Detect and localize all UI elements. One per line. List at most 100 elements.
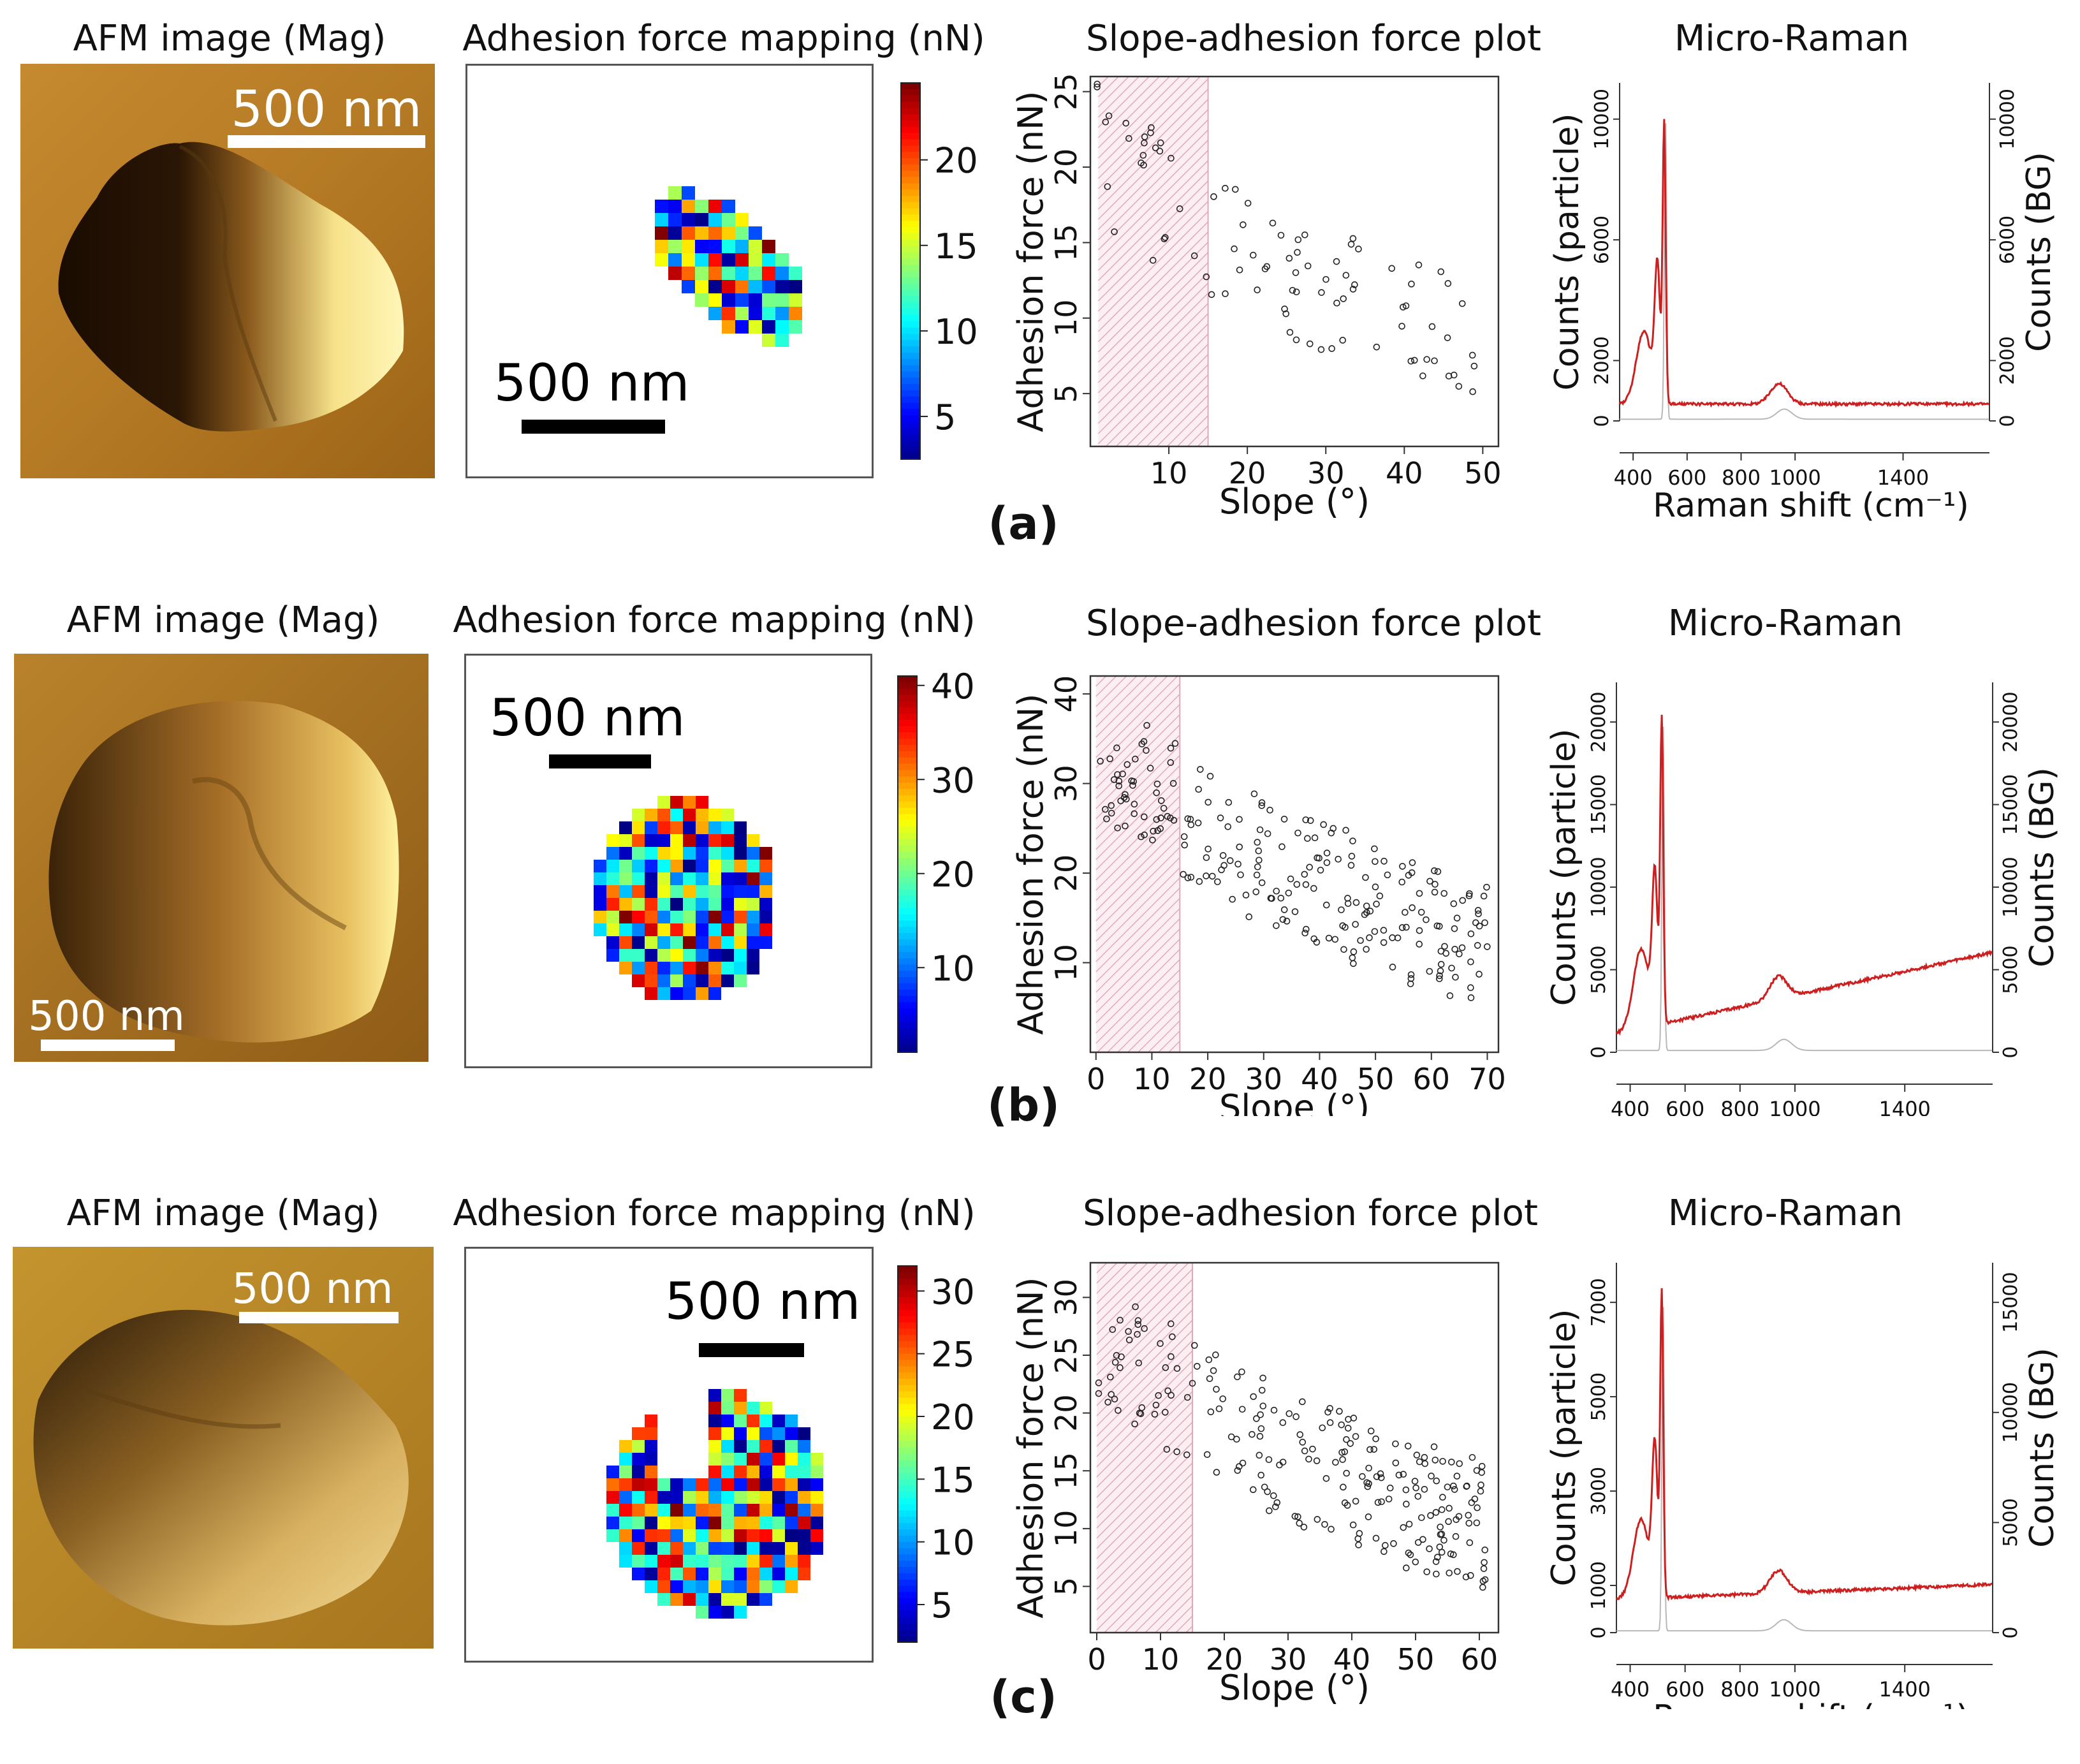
- scatter-point: [1291, 1513, 1299, 1520]
- y-tick-label-left: 0: [1588, 1046, 1610, 1058]
- scatter-point: [1438, 1506, 1446, 1513]
- scatter-point: [1465, 1511, 1472, 1519]
- colorbar-segment: [898, 1027, 917, 1034]
- scatter-point: [1467, 994, 1475, 1001]
- heatmap-cell: [645, 1568, 657, 1580]
- scatter-point: [1196, 878, 1203, 885]
- heatmap-cell: [645, 847, 657, 860]
- hatch-line: [1125, 364, 1209, 447]
- y-tick-label-right: 2000: [1996, 336, 2019, 385]
- heatmap-cell: [747, 885, 759, 898]
- heatmap-cell: [721, 936, 734, 949]
- scatter-point: [1404, 1443, 1412, 1450]
- colorbar-tick-label: 5: [934, 397, 956, 437]
- colorbar-segment: [901, 265, 920, 272]
- heatmap-cell: [785, 1542, 798, 1555]
- colorbar-segment: [901, 108, 920, 115]
- scatter-point: [1372, 858, 1379, 865]
- heatmap-cell: [670, 885, 683, 898]
- heatmap-cell: [734, 1491, 747, 1504]
- scatter-point: [1453, 1473, 1461, 1480]
- scatter-point: [1237, 871, 1244, 879]
- hatch-line: [1095, 959, 1180, 1044]
- heatmap-cell: [632, 1453, 645, 1466]
- scatter-point: [1311, 834, 1319, 842]
- heatmap-cell: [668, 267, 682, 280]
- scatter-point: [1357, 937, 1364, 944]
- scatter-point: [1138, 740, 1146, 747]
- scatter-point: [1343, 1436, 1350, 1443]
- scatter-point: [1458, 300, 1466, 307]
- scatter-point: [1255, 847, 1263, 855]
- heatmap-cell: [708, 1440, 721, 1453]
- colorbar-segment: [898, 1541, 917, 1549]
- scatter-point: [1225, 798, 1233, 806]
- heatmap-cell: [747, 1568, 759, 1580]
- heatmap-cell: [759, 911, 772, 923]
- heatmap-cell: [683, 949, 696, 962]
- scatter-point: [1432, 1457, 1439, 1464]
- heatmap-cell: [721, 1529, 734, 1542]
- y-tick-label-left: 2000: [1591, 336, 1613, 385]
- heatmap-cell: [721, 1491, 734, 1504]
- scatter-point: [1398, 878, 1405, 886]
- scatter-point: [1293, 336, 1300, 344]
- hatch-line: [1095, 675, 1107, 687]
- scatter-point: [1117, 797, 1124, 805]
- colorbar-tick-label: 40: [931, 670, 975, 707]
- colorbar-segment: [898, 1510, 917, 1518]
- plot-frame: [1089, 1261, 1500, 1634]
- heatmap-cell: [683, 834, 696, 847]
- colorbar-segment: [898, 739, 917, 746]
- heatmap-cell: [747, 923, 759, 936]
- hatch-line: [1096, 1401, 1193, 1498]
- scatter-point: [1407, 971, 1415, 978]
- scatter-point: [1412, 1558, 1419, 1566]
- adhesion-map-frame-b: 500 nm: [464, 654, 872, 1068]
- scatter-point: [1218, 866, 1225, 874]
- heatmap-cell: [645, 885, 657, 898]
- heatmap-cell: [721, 949, 734, 962]
- heatmap-cell: [606, 1491, 619, 1504]
- hatch-line: [1097, 170, 1209, 281]
- scatter-point: [1478, 1462, 1486, 1470]
- heatmap-cell: [708, 962, 721, 974]
- scatter-point: [1104, 1399, 1111, 1406]
- colorbar-segment: [898, 1479, 917, 1487]
- scatter-point: [1382, 1541, 1389, 1549]
- heatmap-cell: [708, 1580, 721, 1593]
- scatter-point: [1355, 1541, 1362, 1548]
- colorbar-segment: [901, 189, 920, 196]
- y-tick-label: 20: [1049, 855, 1083, 892]
- colorbar-segment: [898, 939, 917, 946]
- y-tick-label: 10: [1049, 300, 1083, 337]
- scatter-point: [1249, 251, 1257, 259]
- heatmap-cell: [632, 974, 645, 987]
- scatter-point: [1168, 1353, 1175, 1360]
- heatmap-cell: [721, 923, 734, 936]
- plot-frame: [1089, 675, 1500, 1054]
- scatter-point: [1350, 960, 1357, 967]
- scatter-point: [1208, 291, 1215, 298]
- heatmap-cell: [721, 1427, 734, 1440]
- scatter-point: [1432, 881, 1439, 888]
- scatter-point: [1125, 135, 1132, 142]
- colorbar-segment: [898, 814, 917, 821]
- colorbar-a: 20 15 10 5: [900, 82, 978, 460]
- heatmap-cell: [789, 280, 802, 293]
- scatter-point: [1348, 853, 1356, 860]
- scatter-point: [1371, 845, 1378, 853]
- scatter-point: [1417, 909, 1425, 916]
- scatter-point: [1416, 890, 1423, 897]
- colorbar-segment: [898, 682, 917, 689]
- scatter-point: [1409, 859, 1416, 866]
- scatter-point: [1359, 1473, 1366, 1480]
- scatter-point: [1437, 1524, 1444, 1531]
- colorbar-tick-label: 20: [931, 1397, 975, 1437]
- scatter-point: [1277, 894, 1285, 902]
- heatmap-cell: [747, 1542, 759, 1555]
- scatter-point: [1226, 857, 1234, 864]
- colorbar-segment: [898, 1610, 917, 1618]
- hatch-line: [1096, 1262, 1138, 1304]
- heatmap-cell: [696, 923, 708, 936]
